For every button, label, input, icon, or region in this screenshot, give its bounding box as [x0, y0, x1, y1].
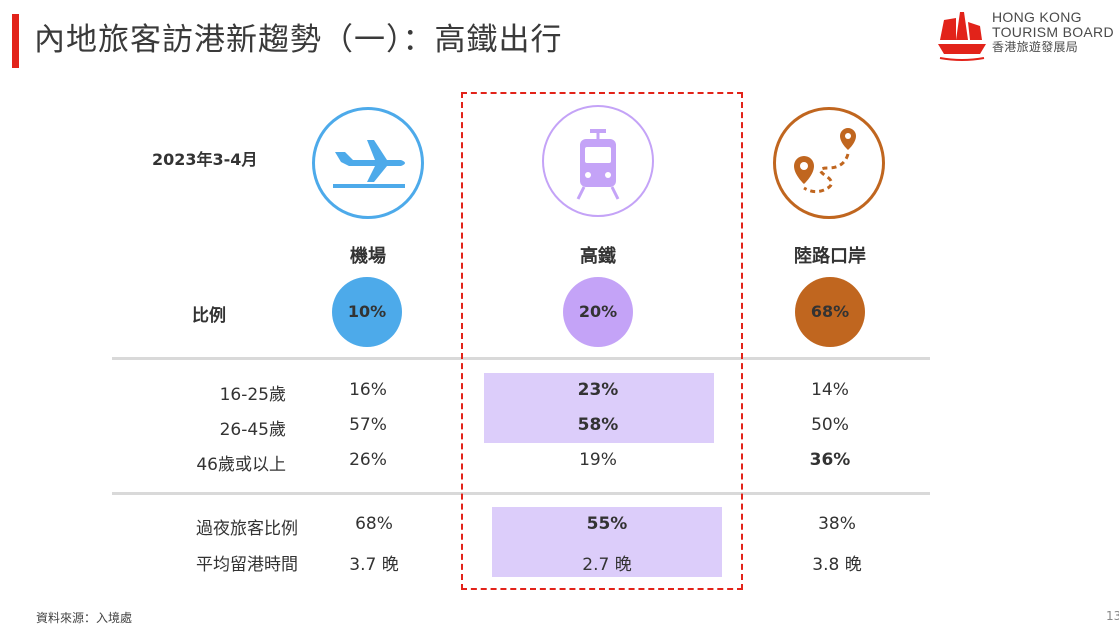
col-header-high-speed-rail: 高鐵 — [580, 246, 616, 267]
age-26-45-rail: 58% — [577, 415, 619, 435]
col-header-airport: 機場 — [350, 246, 386, 267]
ratio-high-speed-rail-badge: 20% — [563, 277, 633, 347]
logo-line-2: TOURISM BOARD — [992, 24, 1114, 40]
airport-icon-circle — [312, 107, 424, 219]
highlight-age-rail — [484, 373, 714, 443]
land-crossing-icon-circle — [773, 107, 885, 219]
avg-stay-rail: 2.7 晚 — [582, 555, 632, 575]
source-footnote: 資料來源：入境處 — [36, 611, 133, 625]
overnight-ratio-rail: 55% — [586, 514, 628, 534]
ratio-airport-badge: 10% — [332, 277, 402, 347]
map-route-icon — [794, 128, 856, 194]
junk-boat-logo-icon — [938, 12, 986, 61]
airplane-icon — [333, 140, 405, 188]
col-header-land-crossing: 陸路口岸 — [794, 246, 866, 267]
train-icon — [576, 129, 620, 200]
age-row-label-26-45: 26-45歲 — [219, 420, 286, 440]
ratio-row-label: 比例 — [192, 306, 226, 326]
age-26-45-airport: 57% — [349, 415, 387, 435]
age-46-plus-airport: 26% — [349, 450, 387, 470]
age-row-label-46-plus: 46歲或以上 — [196, 455, 286, 475]
title-accent-bar — [12, 14, 19, 68]
logo-line-3: 香港旅遊發展局 — [992, 40, 1079, 54]
page-title: 內地旅客訪港新趨勢（一）：高鐵出行 — [34, 22, 563, 58]
logo-text: HONG KONG TOURISM BOARD 香港旅遊發展局 — [992, 10, 1114, 55]
section-divider-top — [112, 357, 930, 360]
overnight-ratio-land: 38% — [818, 514, 856, 534]
page-number: 13 — [1106, 609, 1119, 623]
age-26-45-land: 50% — [811, 415, 849, 435]
overnight-ratio-label: 過夜旅客比例 — [196, 519, 298, 539]
age-row-label-16-25: 16-25歲 — [219, 385, 286, 405]
rail-focus-box — [461, 92, 743, 590]
train-icon-circle — [542, 105, 654, 217]
avg-stay-airport: 3.7 晚 — [349, 555, 399, 575]
age-16-25-airport: 16% — [349, 380, 387, 400]
age-46-plus-land: 36% — [809, 450, 851, 470]
age-46-plus-rail: 19% — [579, 450, 617, 470]
avg-stay-land: 3.8 晚 — [812, 555, 862, 575]
overnight-ratio-airport: 68% — [355, 514, 393, 534]
period-label: 2023年3-4月 — [152, 150, 258, 169]
highlight-stay-rail — [492, 507, 722, 577]
ratio-land-crossing-badge: 68% — [795, 277, 865, 347]
logo-line-1: HONG KONG — [992, 9, 1082, 25]
section-divider-bottom — [112, 492, 930, 495]
age-16-25-rail: 23% — [577, 380, 619, 400]
avg-stay-label: 平均留港時間 — [196, 555, 298, 575]
age-16-25-land: 14% — [811, 380, 849, 400]
hktb-logo — [934, 8, 1109, 70]
